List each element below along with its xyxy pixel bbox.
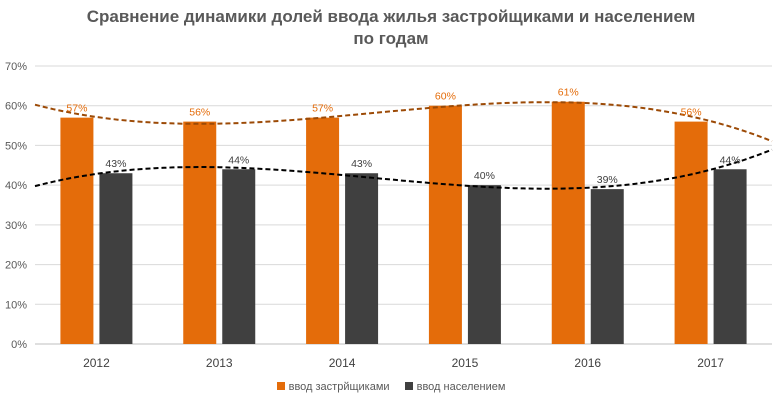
data-labels: 57% 43% 56% 44% 57% 43% 60% 40% 61% 39% 56% 44% bbox=[66, 87, 740, 186]
x-category-label: 2015 bbox=[452, 356, 479, 370]
bars bbox=[60, 101, 747, 344]
legend-label-series-1: ввод застрйщиками bbox=[288, 381, 390, 393]
data-label: 44% bbox=[228, 154, 249, 166]
legend-swatch-series-2 bbox=[404, 382, 413, 390]
data-label: 43% bbox=[351, 158, 372, 170]
chart-title: Сравнение динамики долей ввода жилья зас… bbox=[40, 6, 742, 50]
y-tick-label: 50% bbox=[5, 140, 27, 152]
y-tick-label: 20% bbox=[5, 260, 27, 272]
data-label: 57% bbox=[312, 103, 333, 115]
bar-population-2012 bbox=[99, 173, 133, 344]
data-label: 56% bbox=[681, 107, 702, 119]
y-tick-label: 30% bbox=[5, 220, 27, 232]
bar-population-2014 bbox=[345, 173, 379, 344]
x-axis-category-labels: 2012 2013 2014 2015 2016 2017 bbox=[83, 356, 724, 370]
bar-population-2017 bbox=[713, 169, 747, 344]
data-label: 40% bbox=[474, 170, 495, 182]
data-label: 44% bbox=[720, 154, 741, 166]
trendline-series-1 bbox=[34, 101, 773, 143]
data-label: 56% bbox=[189, 107, 210, 119]
trendline-series-2 bbox=[34, 148, 773, 190]
data-label: 43% bbox=[105, 158, 126, 170]
bar-developers-2014 bbox=[306, 117, 340, 344]
legend-swatch-series-1 bbox=[276, 382, 285, 390]
y-tick-label: 10% bbox=[5, 299, 27, 311]
legend: ввод застрйщиками ввод населением bbox=[0, 381, 782, 393]
x-category-label: 2013 bbox=[206, 356, 233, 370]
bar-developers-2013 bbox=[183, 121, 217, 344]
bar-developers-2016 bbox=[551, 101, 585, 344]
y-tick-label: 0% bbox=[11, 339, 27, 351]
x-category-label: 2014 bbox=[329, 356, 356, 370]
x-category-label: 2017 bbox=[697, 356, 724, 370]
bar-population-2016 bbox=[590, 189, 624, 344]
data-label: 57% bbox=[66, 103, 87, 115]
chart-title-line-2: по годам bbox=[353, 29, 429, 48]
y-axis-tick-labels: 0% 10% 20% 30% 40% 50% 60% 70% bbox=[5, 61, 27, 351]
y-tick-label: 40% bbox=[5, 180, 27, 192]
chart-plot: 0% 10% 20% 30% 40% 50% 60% 70% 57% 43% 56% 44% 57% 4… bbox=[5, 61, 773, 370]
gridlines bbox=[35, 65, 772, 345]
y-tick-label: 60% bbox=[5, 101, 27, 113]
x-category-label: 2012 bbox=[83, 356, 110, 370]
legend-item-series-2: ввод населением bbox=[404, 381, 506, 393]
bar-population-2015 bbox=[467, 185, 501, 344]
bar-developers-2017 bbox=[674, 121, 708, 344]
legend-label-series-2: ввод населением bbox=[416, 381, 506, 393]
legend-item-series-1: ввод застрйщиками bbox=[276, 381, 390, 393]
data-label: 39% bbox=[597, 174, 618, 186]
data-label: 60% bbox=[435, 91, 456, 103]
chart-title-line-1: Сравнение динамики долей ввода жилья зас… bbox=[86, 7, 696, 26]
y-tick-label: 70% bbox=[5, 61, 27, 73]
trendlines bbox=[34, 101, 773, 190]
bar-developers-2012 bbox=[60, 117, 94, 344]
bar-developers-2015 bbox=[428, 105, 462, 344]
bar-population-2013 bbox=[222, 169, 256, 344]
x-category-label: 2016 bbox=[574, 356, 601, 370]
data-label: 61% bbox=[558, 87, 579, 99]
